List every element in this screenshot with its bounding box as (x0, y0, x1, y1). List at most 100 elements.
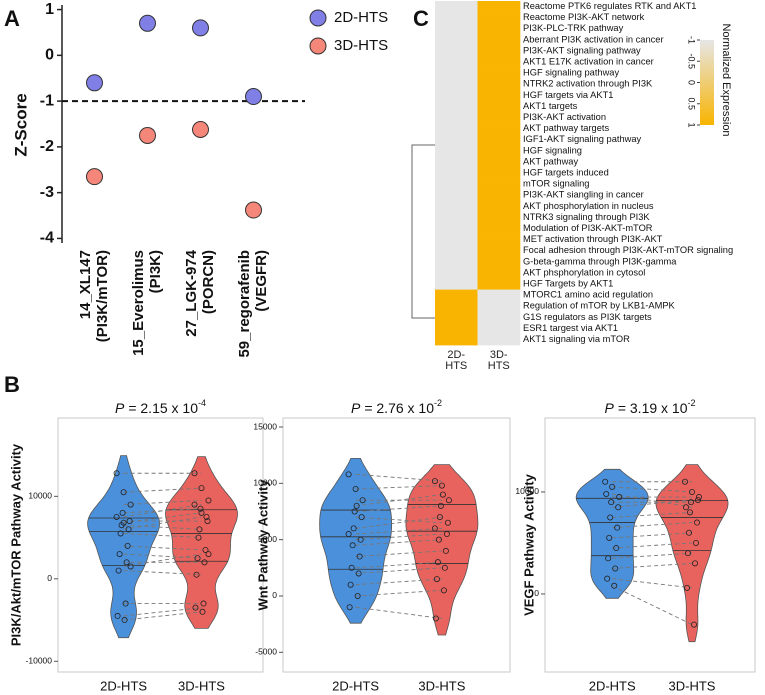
y-tick-label: 0 (272, 590, 277, 600)
point (195, 534, 202, 541)
point (126, 518, 133, 525)
heatmap-cell (477, 156, 521, 168)
row-label: ESR1 targest via AKT1 (523, 323, 618, 333)
point (435, 536, 442, 543)
point (345, 531, 352, 538)
point (347, 581, 354, 588)
point (351, 508, 358, 515)
y-tick-label: -4 (40, 230, 54, 247)
point (696, 494, 703, 501)
panel-label: C (413, 6, 429, 31)
y-tick-label: 10000 (28, 491, 52, 501)
dot (245, 201, 262, 219)
point (613, 545, 620, 552)
heatmap-cell (477, 23, 521, 35)
point (198, 485, 205, 492)
y-tick-label: -2 (40, 138, 54, 155)
violin (405, 464, 479, 636)
heatmap-cell (435, 334, 478, 346)
row-label: AKT phosphorylation in nucleus (523, 201, 654, 211)
point (123, 559, 130, 566)
heatmap-cell (435, 123, 478, 135)
heatmap-cell (477, 300, 521, 313)
pair-line (612, 522, 693, 529)
heatmap-cell (477, 200, 521, 213)
violin (655, 464, 729, 643)
legend-label: 3D-HTS (334, 37, 388, 54)
point (127, 501, 134, 508)
point (121, 617, 128, 624)
point (194, 555, 201, 562)
y-axis-label: VEGF Pathway Activity (521, 473, 536, 616)
colorbar (700, 40, 714, 125)
pair-line (612, 552, 693, 559)
point (199, 608, 206, 615)
plot-frame (57, 417, 264, 673)
x-tick-label: 14_XL147 (PI3K/mTOR) (76, 250, 111, 343)
point (607, 514, 614, 521)
point (202, 546, 209, 553)
dot (139, 126, 156, 144)
heatmap-cell (477, 178, 521, 190)
y-tick-label: 0 (534, 588, 539, 598)
stat-annotation: P = 2.76 x 10-2 (351, 398, 442, 415)
row-label: HGF signaling (523, 145, 582, 155)
point (192, 604, 199, 611)
point (439, 491, 446, 498)
point (201, 559, 208, 566)
row-label: Regulation of mTOR by LKB1-AMPK (523, 301, 676, 311)
point (125, 526, 132, 533)
heatmap-cell (477, 123, 521, 135)
point (603, 490, 610, 497)
point (686, 529, 693, 536)
point (606, 534, 613, 541)
point (688, 499, 695, 506)
point (602, 478, 609, 485)
pair-line (355, 533, 442, 541)
pair-line (612, 562, 693, 569)
heatmap-cell (477, 89, 521, 102)
heatmap-cell (477, 322, 521, 335)
point (352, 485, 359, 492)
stat-exponent: -2 (688, 398, 696, 408)
y-axis-label: Wnt Pathway Activity (255, 479, 270, 611)
heatmap-cell (435, 56, 478, 68)
row-label: Aberrant PI3K activation in cancer (523, 34, 664, 44)
heatmap-cell (477, 189, 521, 202)
heatmap-cell (477, 112, 521, 124)
heatmap-cell (435, 45, 478, 57)
point (115, 567, 122, 574)
row-label: HGF Targets by AKT1 (523, 279, 613, 289)
pair-line (355, 527, 442, 535)
pair-line (355, 578, 442, 586)
y-tick-label: -3 (40, 184, 54, 201)
heatmap-cell (477, 267, 521, 279)
point (694, 519, 701, 526)
point (695, 497, 702, 504)
point (197, 505, 204, 512)
pair-line (612, 585, 693, 625)
dot (139, 14, 156, 32)
point (346, 604, 353, 611)
heatmap-cell (477, 1, 521, 13)
pair-line (612, 532, 693, 539)
pair-line (123, 607, 202, 617)
x-tick-label: 2D-HTS (100, 678, 147, 693)
y-tick-label: 1 (45, 1, 54, 18)
row-label: Focal adhesion through PI3K-AKT-mTOR sig… (523, 245, 733, 255)
heatmap-cell (435, 211, 478, 224)
pair-line (123, 524, 202, 530)
point (119, 509, 126, 516)
pair-line (355, 494, 442, 507)
pair-line (612, 511, 693, 518)
heatmap-cell (435, 34, 478, 46)
heatmap-cell (435, 256, 478, 268)
pair-line (123, 508, 202, 514)
row-label: MET activation through PI3K-AKT (523, 234, 663, 244)
point (441, 564, 448, 571)
pair-line (612, 578, 693, 589)
violin (575, 468, 649, 599)
row-label: Reactome PI3K-AKT network (523, 12, 645, 22)
point (689, 488, 696, 495)
row-label: AKT1 targets (523, 101, 578, 111)
